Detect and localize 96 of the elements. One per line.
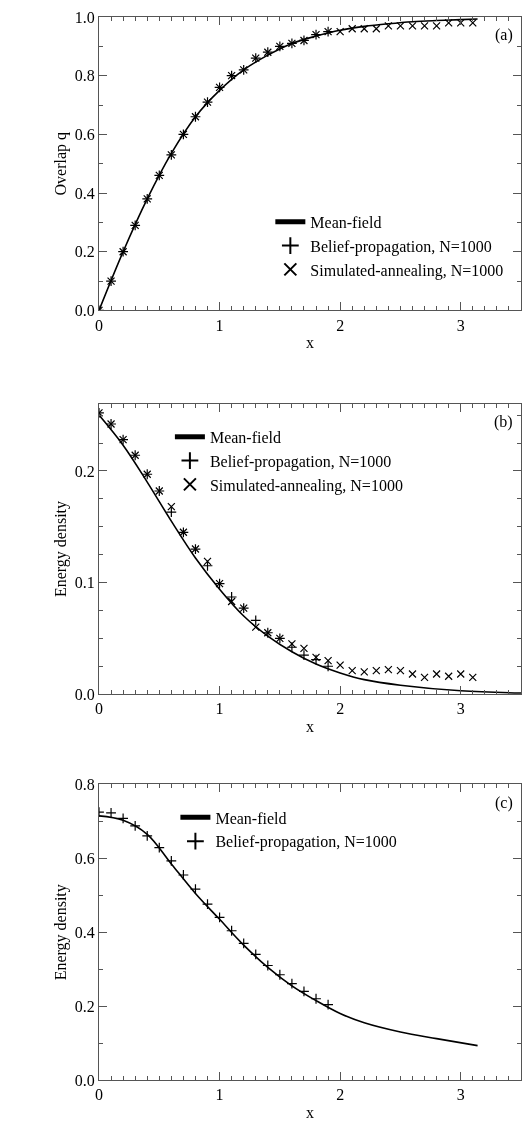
y-tick-label: 1.0 [74,8,95,26]
legend-label: Mean-field [310,214,382,232]
y-tick-label: 0.4 [74,184,95,202]
y-tick-label: 0.1 [74,574,95,592]
x-axis-title: x [306,1103,314,1121]
point [298,985,310,997]
legend-label: Belief-propagation, N=1000 [215,833,397,852]
legend-label: Mean-field [209,429,281,447]
point [250,614,262,626]
point [322,660,334,672]
point [372,666,381,675]
point [408,21,417,30]
y-tick-label: 0.2 [74,243,95,261]
x-tick-label: 0 [95,1086,103,1104]
point [214,911,226,923]
annotation: (c) [495,794,513,812]
point [117,812,129,824]
point [432,669,441,679]
point [444,18,453,27]
x-tick-label: 1 [215,316,224,334]
point [322,999,334,1011]
point [360,667,369,676]
point [372,24,381,33]
x-tick-label: 3 [456,700,465,718]
y-tick-label: 0.8 [74,776,95,794]
y-tick-label: 0.2 [74,997,95,1015]
point [360,24,369,33]
point [468,673,477,682]
point [456,669,465,679]
point [238,937,250,949]
point [336,661,345,670]
point [226,925,238,937]
y-axis-title: Energy density [51,500,70,598]
annotation: (b) [494,413,513,431]
point [165,506,177,518]
point [251,623,260,632]
x-axis-title: x [306,334,314,352]
point [408,669,417,679]
point [311,653,321,662]
y-tick-label: 0.0 [74,301,95,319]
point [396,666,405,675]
point [286,978,298,990]
point [153,842,165,854]
legend-label: Simulated-annealing, N=1000 [209,476,403,495]
point [348,666,357,675]
x-tick-label: 3 [456,1086,465,1104]
point [444,672,453,681]
annotation: (a) [495,26,513,44]
x-tick-label: 2 [336,316,345,334]
x-axis-title: x [306,718,314,736]
point [165,855,177,867]
x-tick-label: 0 [95,700,103,718]
y-axis-title: Energy density [51,884,70,981]
point [250,948,262,960]
y-tick-label: 0.6 [74,125,95,143]
point [396,21,405,30]
point [310,993,322,1005]
point [348,24,357,33]
point [384,21,393,30]
legend-label: Belief-propagation, N=1000 [310,237,492,256]
point [298,649,310,661]
x-tick-label: 2 [336,700,345,718]
point [202,898,214,910]
legend-label: Mean-field [215,809,287,827]
point [432,21,441,30]
y-tick-label: 0.2 [74,462,95,480]
point [202,560,214,572]
point [262,959,274,971]
y-tick-label: 0.8 [74,67,95,85]
y-tick-label: 0.4 [74,923,95,941]
point [468,18,477,27]
y-tick-label: 0.0 [74,685,95,703]
point [336,27,345,36]
point [129,820,141,832]
point [420,673,429,682]
x-tick-label: 2 [336,1086,345,1104]
point [189,883,201,895]
point [299,644,309,653]
y-axis-title: Overlap q [51,131,70,196]
point [384,665,393,674]
point [141,830,153,842]
legend-label: Simulated-annealing, N=1000 [310,261,504,280]
point [274,969,286,981]
x-tick-label: 3 [456,316,465,334]
y-tick-label: 0.0 [74,1071,95,1089]
y-tick-label: 0.6 [74,849,95,867]
point [286,641,298,653]
x-tick-label: 0 [95,316,103,334]
point [420,21,429,30]
legend-label: Belief-propagation, N=1000 [209,452,392,471]
point [226,591,238,603]
x-tick-label: 1 [215,1086,224,1104]
point [227,597,236,606]
point [177,869,189,881]
x-tick-label: 1 [215,700,224,718]
point [310,654,322,666]
